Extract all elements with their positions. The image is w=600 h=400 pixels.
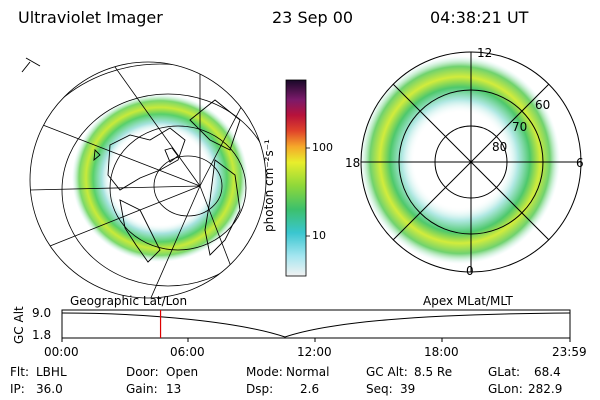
mlat-label-60: 60 xyxy=(535,98,551,112)
coastlines xyxy=(93,99,241,263)
geographic-map xyxy=(30,62,266,298)
dsp-value: 2.6 xyxy=(300,382,320,396)
dsp-label: Dsp: xyxy=(246,382,274,396)
color-scale-ticks xyxy=(306,147,310,237)
mlat-label-80: 80 xyxy=(492,140,508,154)
mlat-label-70: 70 xyxy=(512,120,528,134)
ip-value: 36.0 xyxy=(36,382,63,396)
gain-label: Gain: xyxy=(126,382,158,396)
time-tick-1200: 12:00 xyxy=(297,345,332,359)
glon-value: 282.9 xyxy=(528,382,563,396)
colorbar-tick-10: 10 xyxy=(312,229,326,242)
map-corner-mark xyxy=(21,57,41,73)
flt-label: Flt: xyxy=(10,365,29,379)
altitude-ytick-min: 1.8 xyxy=(32,328,52,342)
mode-value: Normal xyxy=(286,365,330,379)
gain-value: 13 xyxy=(166,382,182,396)
gcalt-value: 8.5 Re xyxy=(414,365,453,379)
map-outline xyxy=(29,61,267,299)
time-tick-0000: 00:00 xyxy=(44,345,79,359)
instrument-title: Ultraviolet Imager xyxy=(18,8,163,27)
door-value: Open xyxy=(166,365,199,379)
altitude-curve xyxy=(61,312,571,338)
polar-grid xyxy=(360,51,582,273)
colorbar-tick-100: 100 xyxy=(312,141,333,154)
glon-label: GLon: xyxy=(488,382,523,396)
altitude-ytick-max: 9.0 xyxy=(32,306,52,320)
door-label: Door: xyxy=(126,365,159,379)
time-tick-0600: 06:00 xyxy=(170,345,205,359)
mlt-label-18: 18 xyxy=(345,156,361,170)
time-tick-1800: 18:00 xyxy=(424,345,459,359)
gcalt-label: GC Alt: xyxy=(366,365,408,379)
auroral-oval-geo xyxy=(72,94,248,262)
seq-value: 39 xyxy=(400,382,416,396)
flt-value: LBHL xyxy=(36,365,67,379)
mlt-label-0: 0 xyxy=(466,264,474,278)
color-scale-bar xyxy=(285,79,307,277)
geo-map-label: Geographic Lat/Lon xyxy=(70,294,188,308)
glat-value: 68.4 xyxy=(534,365,561,379)
altitude-ylabel: GC Alt xyxy=(12,306,26,344)
time-label: 04:38:21 UT xyxy=(430,8,529,27)
ip-label: IP: xyxy=(10,382,25,396)
seq-label: Seq: xyxy=(366,382,393,396)
polar-plot xyxy=(360,51,582,273)
mode-label: Mode: xyxy=(246,365,283,379)
date-label: 23 Sep 00 xyxy=(272,8,354,27)
mlt-label-6: 6 xyxy=(576,156,584,170)
glat-label: GLat: xyxy=(488,365,521,379)
colorbar-unit-label: photon cm⁻²s⁻¹ xyxy=(262,139,276,232)
mag-map-label: Apex MLat/MLT xyxy=(423,294,513,308)
time-tick-2359: 23:59 xyxy=(552,345,587,359)
altitude-plot xyxy=(61,309,571,342)
mlt-label-12: 12 xyxy=(477,46,493,60)
altitude-ticks xyxy=(61,338,571,342)
